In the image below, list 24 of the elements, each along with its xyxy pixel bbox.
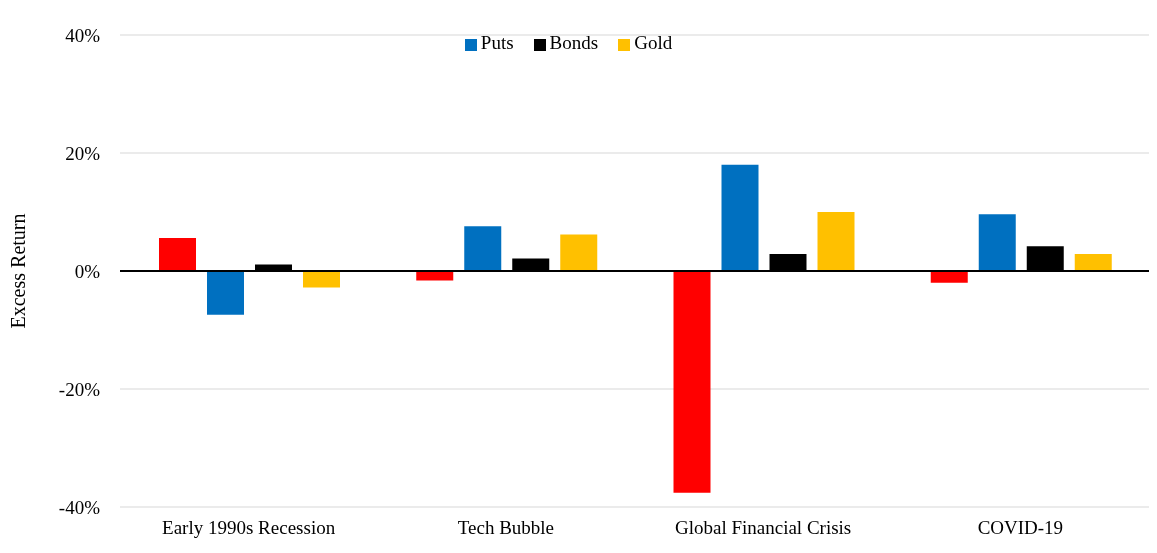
y-tick-label: -40% [58, 496, 101, 518]
y-axis-title: Excess Return [7, 213, 30, 329]
bar [978, 214, 1016, 271]
bar [464, 226, 502, 271]
bar [159, 237, 196, 271]
bar [930, 271, 968, 283]
bar [817, 212, 855, 271]
legend-label: Bonds [549, 32, 599, 53]
bar [721, 164, 759, 271]
x-tick-label: Tech Bubble [457, 517, 555, 539]
bar [207, 271, 244, 315]
x-tick-label: COVID-19 [977, 517, 1064, 539]
bar [303, 271, 340, 288]
bar [1074, 253, 1112, 271]
y-tick-label: -20% [58, 378, 101, 400]
y-tick-label: 0% [74, 260, 101, 282]
x-tick-label: Global Financial Crisis [674, 517, 852, 539]
bar [560, 234, 598, 271]
legend-label: Gold [634, 32, 673, 53]
bar [673, 271, 711, 493]
y-tick-label: 40% [65, 24, 101, 46]
y-tick-label: 20% [65, 142, 101, 164]
x-tick-label: Early 1990s Recession [162, 517, 336, 539]
legend-label: Puts [480, 32, 514, 53]
